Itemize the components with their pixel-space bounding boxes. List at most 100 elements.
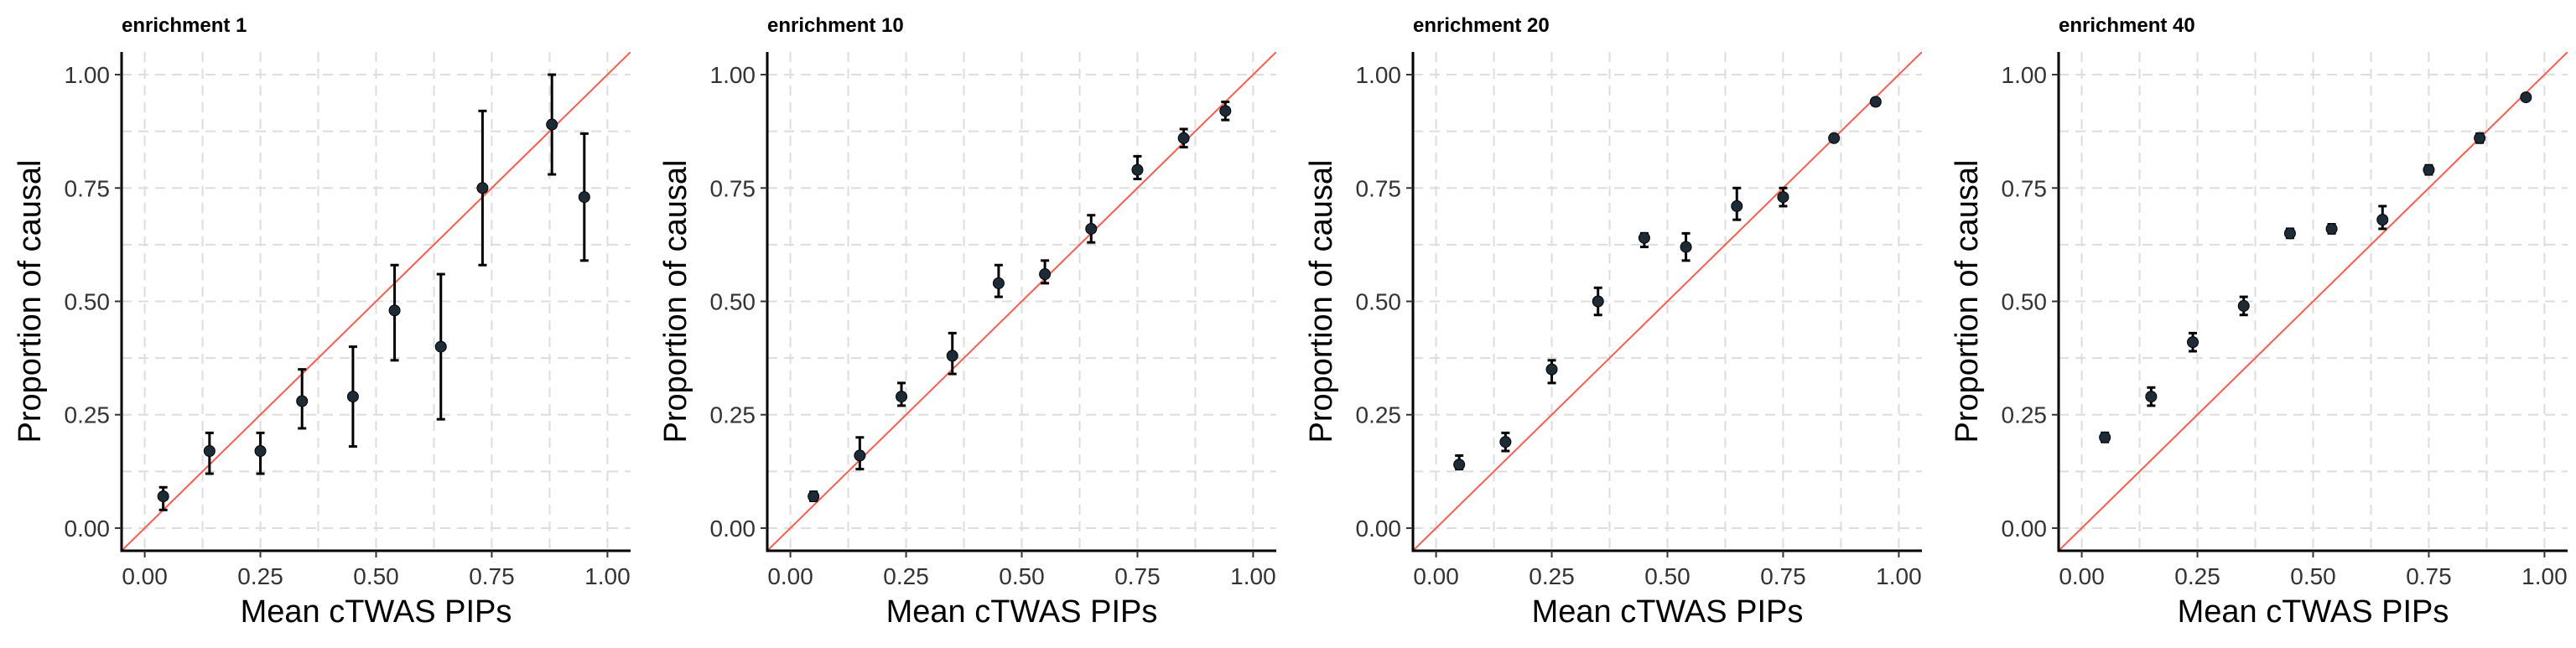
data-point — [476, 182, 489, 194]
y-tick-label: 0.75 — [1356, 175, 1402, 201]
data-point — [1545, 363, 1558, 376]
data-point — [896, 391, 908, 403]
x-tick-label: 0.25 — [237, 563, 283, 589]
y-tick-label: 0.00 — [1356, 516, 1402, 542]
data-point — [2423, 163, 2435, 176]
panel-3: 0.00 0.00 0.25 0.25 0.50 0.50 0.75 0.75 1.00 1.00… — [1304, 14, 1922, 630]
x-tick-label: 0.00 — [2059, 563, 2105, 589]
panel-title: enrichment 40 — [2059, 14, 2195, 37]
y-tick-label: 1.00 — [1356, 62, 1402, 88]
x-tick-label: 0.25 — [2174, 563, 2220, 589]
x-tick-label: 0.50 — [353, 563, 399, 589]
x-tick-label: 0.75 — [1114, 563, 1161, 589]
panel-title: enrichment 10 — [767, 14, 904, 37]
data-point — [546, 118, 558, 131]
data-point — [2237, 299, 2250, 312]
data-point — [2325, 222, 2338, 235]
data-point — [1680, 241, 1692, 253]
data-point — [346, 391, 359, 403]
data-point — [254, 445, 267, 457]
data-point — [434, 340, 447, 353]
x-tick-label: 0.25 — [883, 563, 929, 589]
x-axis-title: Mean cTWAS PIPs — [2178, 594, 2449, 630]
panel-2: 0.00 0.00 0.25 0.25 0.50 0.50 0.75 0.75 1.00 1.00… — [658, 14, 1276, 630]
panel-4: 0.00 0.00 0.25 0.25 0.50 0.50 0.75 0.75 1.00 1.00… — [1950, 14, 2568, 630]
x-tick-label: 0.25 — [1529, 563, 1575, 589]
data-point — [2520, 91, 2532, 104]
data-point — [1828, 132, 1841, 144]
data-point — [578, 191, 590, 204]
y-tick-label: 1.00 — [65, 62, 111, 88]
data-point — [1638, 231, 1650, 244]
data-point — [388, 304, 401, 317]
data-point — [854, 449, 866, 462]
x-tick-label: 0.00 — [122, 563, 168, 589]
y-tick-label: 1.00 — [2002, 62, 2048, 88]
x-tick-label: 1.00 — [1230, 563, 1276, 589]
x-tick-label: 1.00 — [2521, 563, 2568, 589]
data-point — [946, 350, 958, 362]
data-point — [808, 490, 820, 503]
x-axis-title: Mean cTWAS PIPs — [241, 594, 512, 630]
data-point — [2145, 391, 2158, 403]
reference-line — [767, 52, 1276, 551]
x-tick-label: 0.75 — [469, 563, 515, 589]
x-tick-label: 0.00 — [1413, 563, 1459, 589]
y-tick-label: 0.25 — [1356, 402, 1402, 428]
y-tick-label: 0.00 — [710, 516, 756, 542]
x-tick-label: 0.75 — [1760, 563, 1806, 589]
data-point — [1499, 436, 1512, 448]
x-tick-label: 0.50 — [2290, 563, 2336, 589]
x-tick-label: 0.50 — [999, 563, 1045, 589]
data-point — [992, 277, 1005, 289]
data-point — [2099, 431, 2111, 443]
y-tick-label: 0.50 — [710, 289, 756, 315]
data-point — [1039, 268, 1052, 281]
x-tick-label: 1.00 — [584, 563, 631, 589]
y-tick-label: 0.25 — [2002, 402, 2048, 428]
data-point — [1592, 295, 1604, 308]
y-tick-label: 0.50 — [65, 289, 111, 315]
y-tick-label: 0.50 — [2002, 289, 2048, 315]
panel-title: enrichment 1 — [122, 14, 247, 37]
panel-1: 0.00 0.00 0.25 0.25 0.50 0.50 0.75 0.75 1.00 1.00… — [13, 14, 631, 630]
x-tick-label: 0.75 — [2406, 563, 2452, 589]
data-point — [1453, 459, 1466, 471]
y-axis-title: Proportion of causal — [1950, 160, 1985, 443]
x-tick-label: 1.00 — [1876, 563, 1922, 589]
data-point — [1085, 222, 1098, 235]
y-tick-label: 0.75 — [2002, 175, 2048, 201]
y-tick-label: 0.25 — [710, 402, 756, 428]
panel-title: enrichment 20 — [1413, 14, 1550, 37]
data-point — [1131, 163, 1144, 176]
data-point — [1177, 132, 1190, 144]
x-axis-title: Mean cTWAS PIPs — [886, 594, 1158, 630]
y-tick-label: 0.75 — [65, 175, 111, 201]
data-point — [1869, 96, 1882, 108]
x-axis-title: Mean cTWAS PIPs — [1532, 594, 1804, 630]
y-tick-label: 0.50 — [1356, 289, 1402, 315]
data-point — [296, 395, 309, 407]
y-axis-title: Proportion of causal — [13, 160, 48, 443]
data-point — [2187, 336, 2199, 349]
x-tick-label: 0.50 — [1644, 563, 1690, 589]
y-tick-label: 0.00 — [2002, 516, 2048, 542]
data-point — [1731, 200, 1743, 212]
y-tick-label: 1.00 — [710, 62, 756, 88]
data-point — [1219, 105, 1232, 117]
y-tick-label: 0.25 — [65, 402, 111, 428]
y-tick-label: 0.75 — [710, 175, 756, 201]
data-point — [2283, 227, 2296, 240]
y-axis-title: Proportion of causal — [1304, 160, 1339, 443]
data-point — [203, 445, 216, 457]
data-point — [1777, 191, 1789, 204]
data-point — [157, 490, 169, 503]
y-axis-title: Proportion of causal — [658, 160, 693, 443]
data-point — [2474, 132, 2486, 144]
reference-line — [122, 52, 631, 551]
x-tick-label: 0.00 — [767, 563, 813, 589]
y-tick-label: 0.00 — [65, 516, 111, 542]
data-point — [2376, 214, 2389, 226]
